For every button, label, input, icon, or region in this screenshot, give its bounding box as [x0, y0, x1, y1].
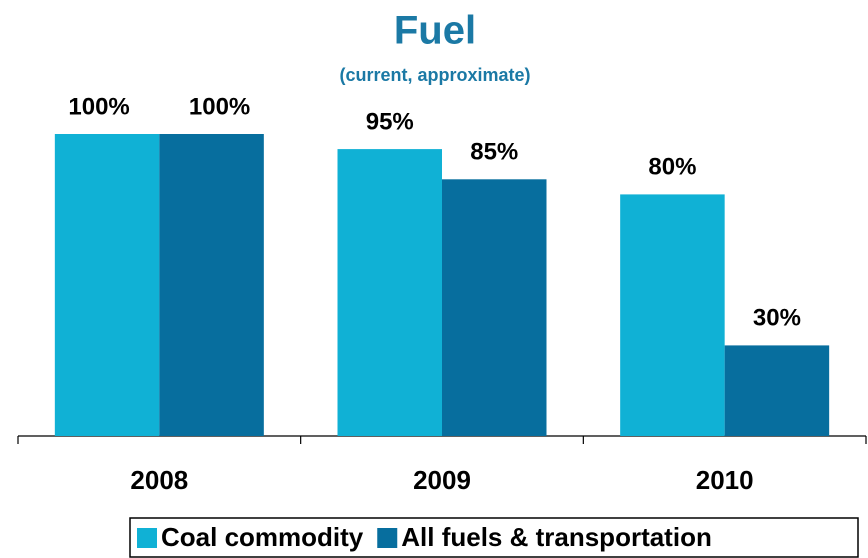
- bar: [159, 134, 264, 436]
- bar: [54, 134, 160, 436]
- x-tick-label: 2008: [130, 465, 188, 495]
- value-label: 85%: [470, 139, 518, 166]
- x-tick-label: 2009: [413, 465, 471, 495]
- value-label: 100%: [68, 93, 129, 120]
- value-label: 80%: [648, 154, 696, 181]
- chart-title: Fuel: [394, 9, 476, 53]
- legend-label: Coal commodity: [161, 522, 364, 552]
- legend-label: All fuels & transportation: [401, 522, 712, 552]
- x-tick-label: 2010: [696, 465, 754, 495]
- bar: [337, 149, 442, 436]
- bar: [620, 194, 725, 436]
- legend-box: [129, 517, 859, 558]
- value-label: 95%: [366, 108, 414, 135]
- chart-subtitle: (current, approximate): [339, 65, 530, 85]
- legend-swatch: [137, 528, 157, 548]
- legend-swatch: [377, 528, 398, 548]
- value-label: 100%: [189, 93, 250, 120]
- bar: [724, 345, 830, 436]
- bar: [442, 179, 547, 437]
- value-label: 30%: [753, 305, 801, 332]
